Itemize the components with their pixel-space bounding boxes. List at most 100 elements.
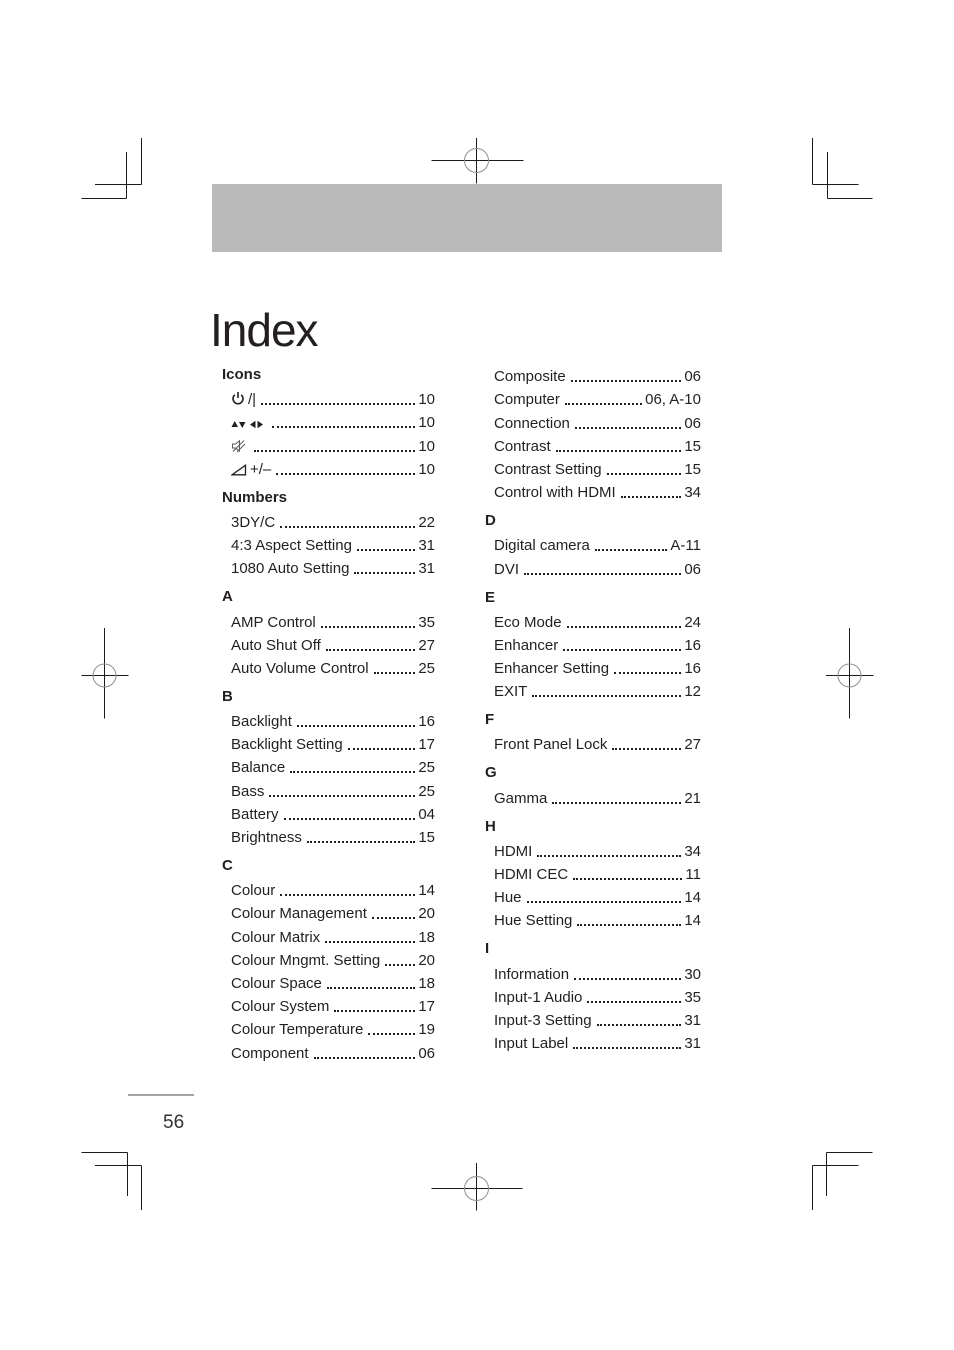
dot-leader xyxy=(577,924,682,927)
index-entry-label: Contrast Setting xyxy=(494,460,602,478)
dot-leader xyxy=(373,671,416,674)
index-entry-page: 35 xyxy=(418,613,435,631)
dot-leader xyxy=(596,1023,682,1026)
index-entry: EXIT 12 xyxy=(494,678,701,701)
index-entry-page: 06 xyxy=(418,1044,435,1062)
index-section: A AMP Control 35 Auto Shut Off 27 Auto Volume… xyxy=(222,585,435,678)
index-entry-page: 14 xyxy=(684,912,701,930)
dot-leader xyxy=(574,977,682,980)
nav-arrows-icon xyxy=(231,420,264,429)
index-entry-label: HDMI CEC xyxy=(494,866,569,883)
index-entry: Colour 14 xyxy=(231,877,435,900)
dot-leader xyxy=(620,496,682,499)
index-entry: Contrast Setting 15 xyxy=(494,456,701,479)
dot-leader xyxy=(320,625,416,628)
index-entry-page: 06 xyxy=(684,560,701,578)
index-entry-label: Colour Matrix xyxy=(231,928,321,946)
dot-leader xyxy=(570,380,682,383)
index-entry-label: Input-1 Audio xyxy=(494,988,583,1006)
index-entry-label: Computer xyxy=(494,391,560,409)
dot-leader xyxy=(614,672,682,675)
dot-leader xyxy=(354,572,416,575)
dot-leader xyxy=(555,449,682,452)
index-entry-label: Bass xyxy=(231,782,265,800)
index-entry-label: Auto Shut Off xyxy=(231,636,321,654)
dot-leader xyxy=(371,917,416,920)
dot-leader xyxy=(537,854,682,857)
index-entry-page: 15 xyxy=(684,437,701,455)
header-bar xyxy=(212,184,722,252)
index-entry: HDMI CEC 11 xyxy=(494,861,701,884)
volume-icon xyxy=(231,463,247,476)
index-entry: Eco Mode 24 xyxy=(494,609,701,632)
index-entry: Gamma 21 xyxy=(494,784,701,807)
dot-leader xyxy=(566,625,682,628)
index-section: C Colour 14 Colour Management 20 Colour Matri… xyxy=(222,854,435,1063)
index-entry-page: 16 xyxy=(684,660,701,678)
index-entry-label: Component xyxy=(231,1044,309,1062)
index-entry-page: 11 xyxy=(685,866,701,883)
index-entry-page: 22 xyxy=(418,513,435,531)
index-entry: Hue 14 xyxy=(494,884,701,907)
index-entry-label: Battery xyxy=(231,805,279,823)
index-entry-label: Colour System xyxy=(231,998,330,1016)
index-entry-page: 10 xyxy=(418,437,435,455)
index-entry-page: 10 xyxy=(418,414,435,432)
page-title: Index xyxy=(210,303,319,356)
index-entry: /| 10 xyxy=(231,386,435,409)
index-entry-label: Contrast xyxy=(494,437,551,455)
dot-leader xyxy=(254,449,416,452)
index-entry: Enhancer Setting 16 xyxy=(494,655,701,678)
index-section-heading: G xyxy=(485,764,497,782)
index-entry-page: 31 xyxy=(418,560,435,578)
index-entry-label: Gamma xyxy=(494,789,548,807)
index-entry-page: 21 xyxy=(684,789,701,807)
index-entry-label: Colour xyxy=(231,882,276,900)
index-entry: Enhancer 16 xyxy=(494,632,701,655)
index-entry-label: +/– xyxy=(250,460,272,478)
index-entry: Backlight Setting 17 xyxy=(231,731,435,754)
index-entry-label: Input Label xyxy=(494,1035,569,1053)
index-section-heading: Icons xyxy=(222,366,262,383)
index-entry-page: 25 xyxy=(418,659,435,677)
index-entry-label: Hue xyxy=(494,889,522,907)
dot-leader xyxy=(524,572,682,575)
index-section: Icons /| 10 10 10 +/– 10 xyxy=(222,363,435,479)
index-entry: 10 xyxy=(231,409,435,432)
index-entry: Colour System 17 xyxy=(231,993,435,1016)
dot-leader xyxy=(261,403,416,406)
dot-leader xyxy=(385,963,416,966)
index-entry: Battery 04 xyxy=(231,801,435,824)
index-entry: 1080 Auto Setting 31 xyxy=(231,555,435,578)
register-mark-bottom-center-icon xyxy=(431,1163,523,1211)
index-entry: 3DY/C 22 xyxy=(231,509,435,532)
dot-leader xyxy=(356,549,416,552)
index-section: Numbers 3DY/C 22 4:3 Aspect Setting 31 1080 A… xyxy=(222,486,435,579)
index-entry: Colour Mngmt. Setting 20 xyxy=(231,947,435,970)
index-entry-page: 06 xyxy=(684,414,701,432)
index-entry: Input-1 Audio 35 xyxy=(494,984,701,1007)
dot-leader xyxy=(280,525,416,528)
index-entry-label: AMP Control xyxy=(231,613,316,631)
index-section: F Front Panel Lock 27 xyxy=(485,708,701,754)
dot-leader xyxy=(313,1056,416,1059)
index-entry: Colour Temperature 19 xyxy=(231,1016,435,1039)
index-entry-page: 20 xyxy=(418,905,435,923)
dot-leader xyxy=(612,748,682,751)
index-entry-page: 16 xyxy=(684,636,701,654)
index-entry: DVI 06 xyxy=(494,555,701,578)
index-entry-page: 27 xyxy=(418,636,435,654)
dot-leader xyxy=(574,426,682,429)
index-entry: HDMI 34 xyxy=(494,838,701,861)
index-entry-label: Connection xyxy=(494,414,570,432)
index-entry-page: 35 xyxy=(684,988,701,1006)
index-entry-page: 16 xyxy=(418,713,435,731)
index-entry-page: 34 xyxy=(684,842,701,860)
index-section-heading: F xyxy=(485,711,495,729)
index-entry: Input Label 31 xyxy=(494,1030,701,1053)
dot-leader xyxy=(325,648,416,651)
dot-leader xyxy=(283,817,416,820)
index-entry: Hue Setting 14 xyxy=(494,907,701,930)
index-entry: Colour Management 20 xyxy=(231,900,435,923)
index-entry-page: 31 xyxy=(684,1035,701,1053)
